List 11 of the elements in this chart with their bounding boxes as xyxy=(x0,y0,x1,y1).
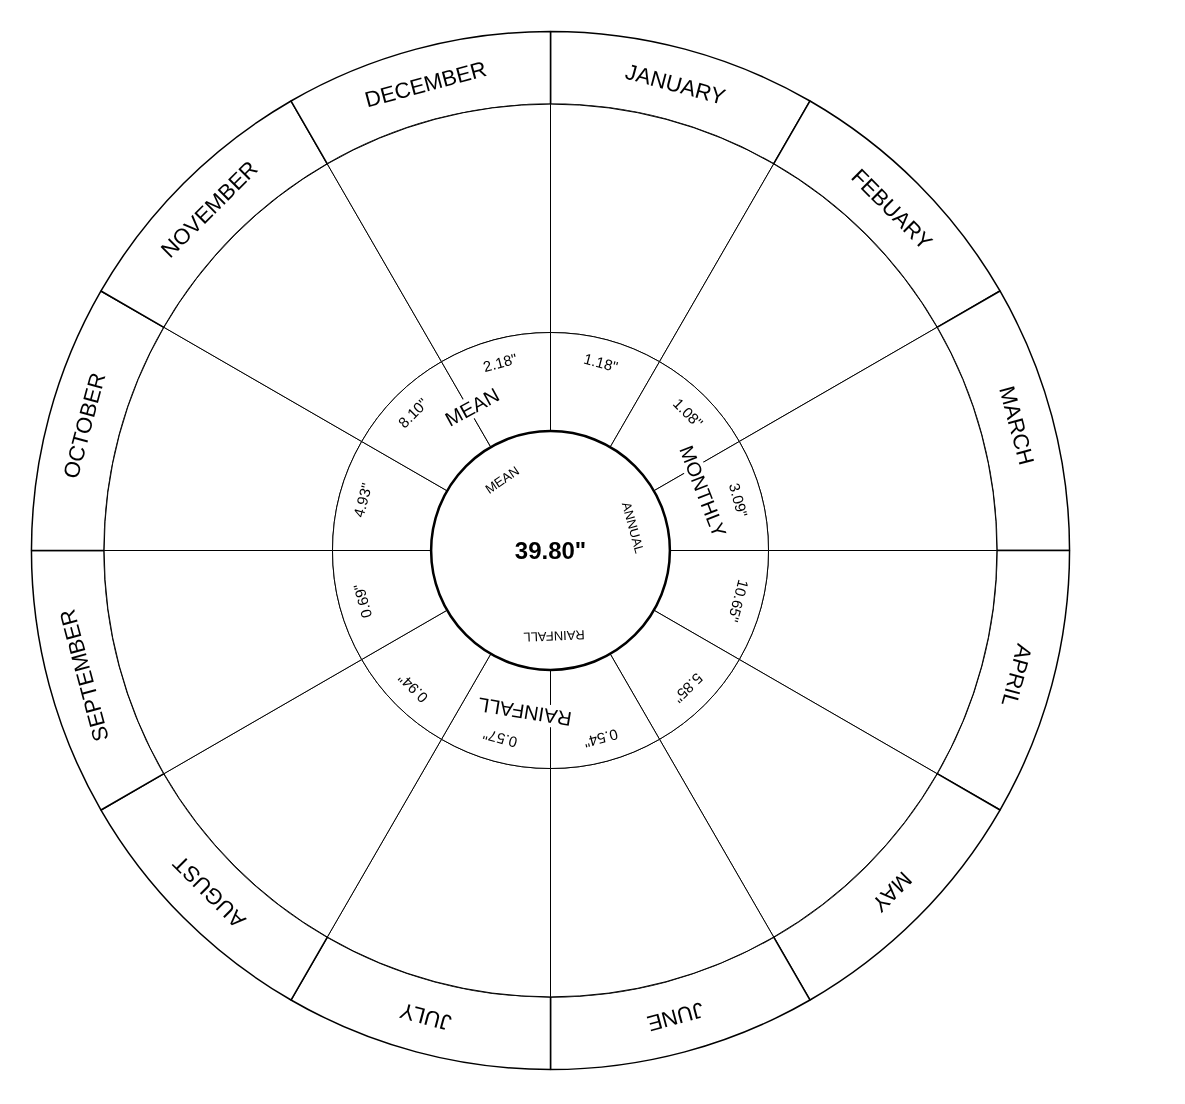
data-label: 1.08" xyxy=(669,394,707,432)
category-label: APRIL xyxy=(996,641,1038,710)
data-label: 2.18" xyxy=(481,349,520,376)
data-label: 0.94" xyxy=(394,669,432,707)
text: 39.80" xyxy=(514,537,587,564)
category-label: JUNE xyxy=(644,997,707,1037)
data-label: 1.18" xyxy=(582,349,620,376)
data-label: 4.93" xyxy=(349,481,376,519)
data-label: 0.69" xyxy=(349,581,376,620)
category-label: MARCH xyxy=(994,383,1040,468)
category-label: JULY xyxy=(396,997,454,1036)
